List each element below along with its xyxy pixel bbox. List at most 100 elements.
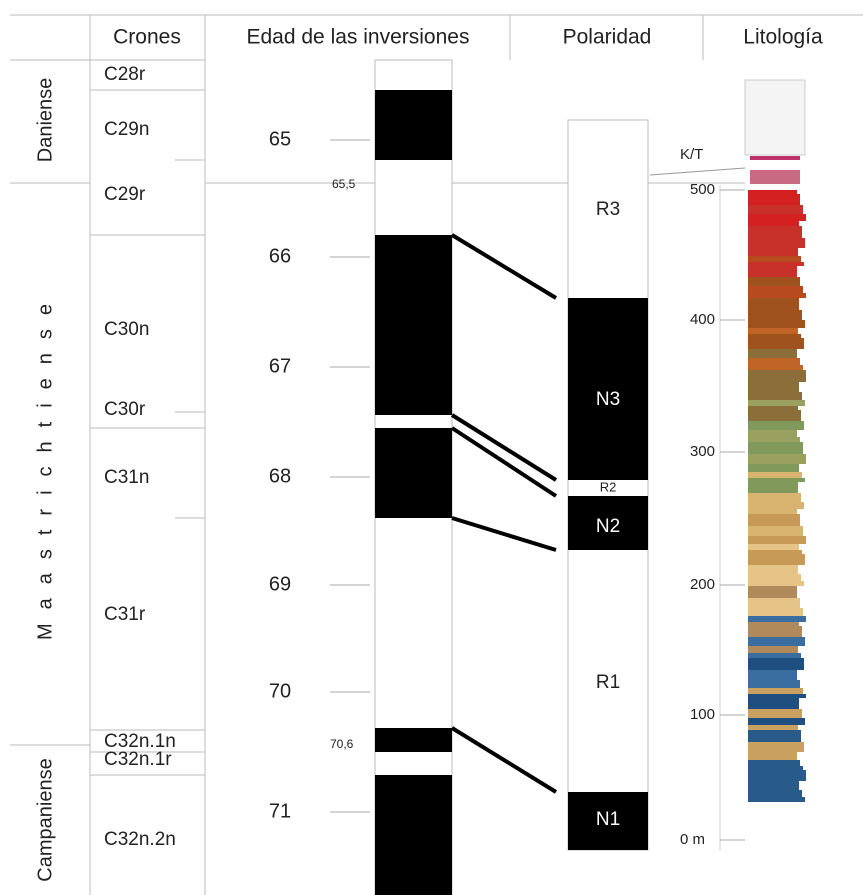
lithology-bed — [748, 478, 805, 482]
lithology-bed — [748, 262, 804, 266]
lithology-bed — [748, 400, 805, 406]
lithology-bed — [748, 277, 800, 286]
lithology-bed — [748, 598, 800, 608]
lithology-bed — [748, 626, 802, 637]
lithology-bed — [748, 742, 804, 752]
lithology-header-box — [745, 80, 805, 155]
lithology-bed — [748, 430, 797, 437]
lithology-bed — [748, 725, 798, 730]
lithology-bed — [748, 658, 804, 670]
age-label: 66 — [269, 245, 291, 267]
lithology-bed — [748, 554, 805, 565]
lithology-bed — [748, 442, 803, 454]
lithology-bed — [748, 221, 799, 226]
stage-label: Campaniense — [34, 758, 56, 881]
lithology-bed — [748, 544, 799, 550]
polarity-label: R3 — [596, 199, 620, 220]
lithology-bed — [748, 680, 800, 688]
lithology-bed — [748, 730, 801, 742]
lithology-bed — [748, 472, 802, 478]
lithology-bed — [748, 670, 797, 680]
lithology-bed — [748, 482, 798, 493]
polarity-label: R2 — [600, 479, 617, 494]
correlation-line — [452, 518, 556, 550]
lithology-bed — [748, 382, 799, 392]
lithology-bed — [748, 205, 803, 214]
depth-label: 400 — [690, 311, 715, 328]
lithology-bed — [748, 688, 803, 694]
chron-label: C30n — [104, 319, 149, 340]
lithology-bed — [748, 781, 799, 790]
column-header: Litología — [743, 26, 823, 49]
lithology-bed — [748, 752, 797, 760]
age-label: 70 — [269, 680, 291, 702]
lithology-bed — [748, 410, 801, 421]
lithology-bed — [748, 214, 806, 221]
lithology-bed — [748, 365, 803, 370]
polarity-label: N3 — [596, 389, 620, 410]
normal-interval — [375, 775, 452, 895]
lithology-bed — [748, 370, 806, 382]
lithology-bed — [748, 406, 798, 410]
chron-label: C30r — [104, 399, 146, 420]
lithology-bed — [748, 421, 804, 430]
lithology-bed — [748, 320, 805, 328]
depth-label: 0 m — [680, 831, 705, 848]
lithology-bed — [748, 646, 798, 653]
polarity-diagram: CronesEdad de las inversionesPolaridadLi… — [0, 0, 863, 895]
lithology-bed — [748, 766, 803, 770]
lithology-bed — [748, 536, 806, 544]
lithology-bed — [748, 338, 804, 349]
chron-label: C31n — [104, 467, 149, 488]
lithology-bed — [748, 358, 800, 365]
lithology-bed — [748, 616, 806, 622]
polarity-label: N1 — [596, 809, 620, 830]
lithology-bed — [748, 709, 802, 718]
lithology-bed — [748, 509, 797, 514]
lithology-bed — [748, 392, 802, 400]
lithology-bed — [748, 266, 797, 277]
depth-label: 300 — [690, 443, 715, 460]
lithology-bed — [748, 790, 802, 797]
correlation-line — [452, 415, 556, 480]
lithology-bed — [748, 502, 804, 509]
lithology-bed — [748, 760, 800, 766]
chron-label: C32n.1r — [104, 749, 172, 770]
chron-label: C29r — [104, 184, 146, 205]
lithology-bed — [748, 694, 806, 698]
kt-label: K/T — [680, 146, 703, 163]
lithology-bed — [748, 493, 801, 502]
correlation-line — [452, 428, 556, 496]
lithology-bed — [748, 226, 802, 238]
lithology-bed — [748, 190, 797, 194]
lithology-bed — [748, 565, 798, 574]
age-label: 67 — [269, 355, 291, 377]
lithology-bed — [748, 550, 802, 554]
depth-label: 500 — [690, 181, 715, 198]
lithology-bed — [748, 797, 805, 802]
polarity-label: N2 — [596, 516, 620, 537]
kt-band — [750, 156, 800, 160]
chron-label: C32n.2n — [104, 829, 176, 850]
lithology-bed — [748, 310, 802, 320]
lithology-bed — [748, 608, 803, 616]
lithology-bed — [748, 637, 805, 646]
lithology-bed — [748, 298, 799, 310]
lithology-bed — [748, 622, 799, 626]
normal-interval — [375, 428, 452, 518]
chron-label: C28r — [104, 64, 146, 85]
normal-interval — [375, 728, 452, 752]
lithology-bed — [748, 349, 797, 358]
column-header: Crones — [113, 26, 181, 49]
lithology-bed — [748, 586, 797, 598]
correlation-line — [452, 235, 556, 298]
lithology-bed — [748, 718, 805, 725]
lithology-bed — [748, 514, 800, 526]
age-label: 65 — [269, 128, 291, 150]
lithology-bed — [748, 574, 801, 581]
age-label: 69 — [269, 573, 291, 595]
danian-band — [750, 170, 800, 184]
polarity-label: R1 — [596, 672, 620, 693]
lithology-bed — [748, 770, 806, 781]
lithology-bed — [748, 437, 800, 442]
